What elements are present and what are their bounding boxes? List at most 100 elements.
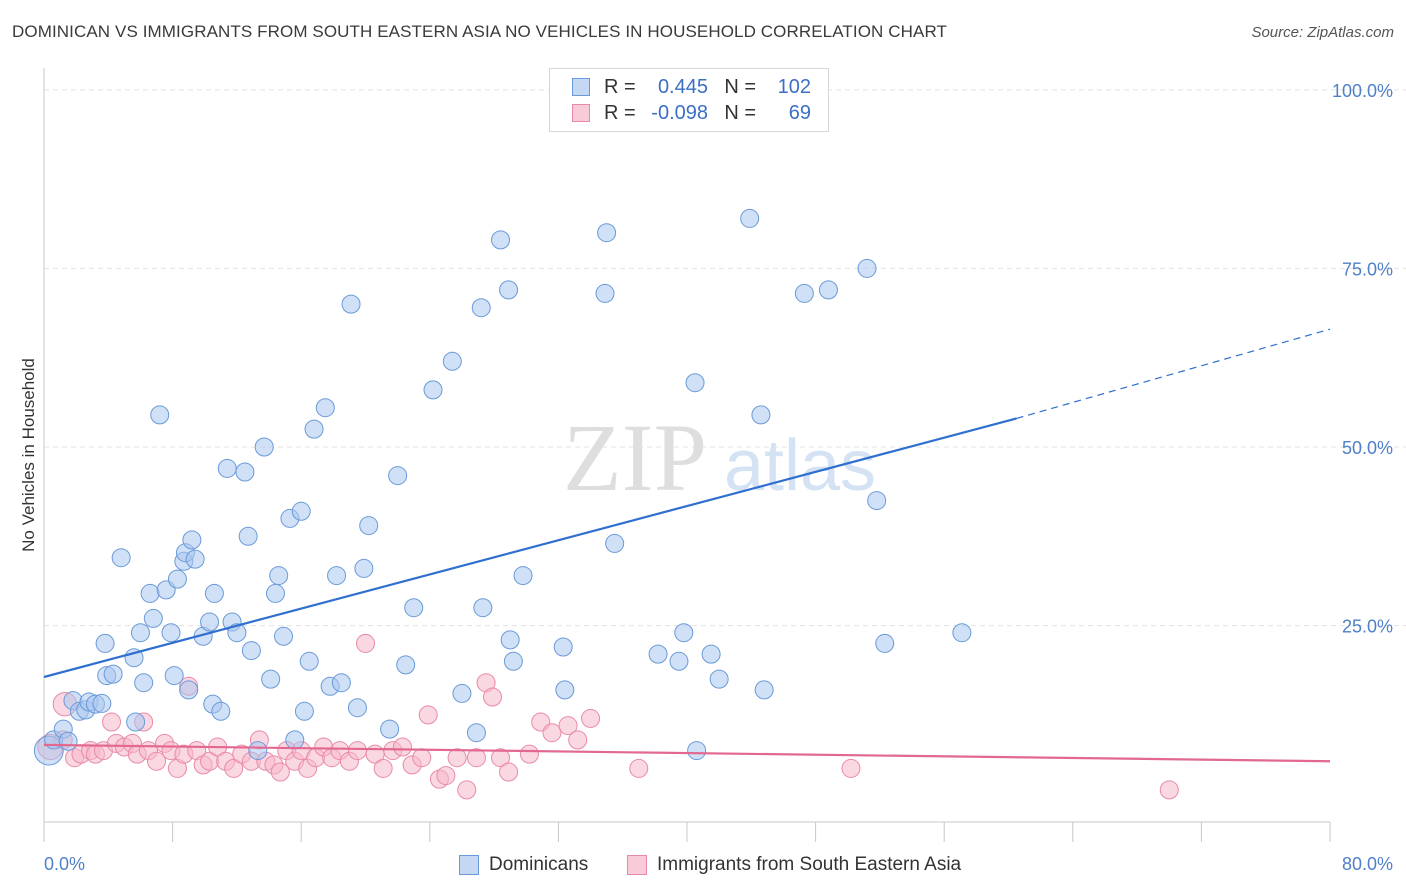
point-dominicans bbox=[687, 741, 707, 761]
watermark: ZIP atlas bbox=[563, 404, 876, 511]
point-dominicans bbox=[701, 644, 721, 664]
point-dominicans bbox=[388, 466, 408, 486]
watermark-atlas: atlas bbox=[724, 426, 876, 506]
point-dominicans bbox=[709, 669, 729, 689]
point-dominicans bbox=[241, 641, 261, 661]
point-dominicans bbox=[685, 373, 705, 393]
point-dominicans bbox=[491, 230, 511, 250]
point-immigrants bbox=[224, 758, 244, 778]
legend-n-value: 69 bbox=[788, 101, 811, 124]
point-dominicans bbox=[553, 637, 573, 657]
point-dominicans bbox=[466, 723, 486, 743]
trend-line-dominicans bbox=[43, 417, 1017, 679]
y-tick-label: 25.0% bbox=[1342, 617, 1393, 637]
point-dominicans bbox=[327, 566, 347, 586]
point-immigrants bbox=[373, 758, 393, 778]
point-dominicans bbox=[423, 380, 443, 400]
point-dominicans bbox=[818, 280, 838, 300]
point-immigrants bbox=[466, 748, 486, 768]
point-dominicans bbox=[130, 623, 150, 643]
point-dominicans bbox=[471, 298, 491, 318]
legend-r-value: 0.445 bbox=[657, 75, 708, 98]
point-immigrants bbox=[412, 748, 432, 768]
point-dominicans bbox=[182, 530, 202, 550]
point-dominicans bbox=[111, 548, 131, 568]
point-immigrants bbox=[347, 741, 367, 761]
point-dominicans bbox=[555, 680, 575, 700]
legend-r-label: R = bbox=[604, 75, 636, 98]
point-dominicans bbox=[204, 583, 224, 603]
point-dominicans bbox=[200, 612, 220, 632]
bottom-legend-label-dominicans: Dominicans bbox=[489, 854, 589, 875]
point-dominicans bbox=[794, 283, 814, 303]
point-dominicans bbox=[227, 623, 247, 643]
trend-line-dominicans-extension bbox=[1016, 328, 1331, 420]
point-dominicans bbox=[347, 698, 367, 718]
point-dominicans bbox=[331, 673, 351, 693]
point-immigrants bbox=[447, 748, 467, 768]
point-dominicans bbox=[150, 405, 170, 425]
legend-r-value: -0.098 bbox=[651, 101, 708, 124]
bottom-legend-swatch-pink bbox=[627, 855, 647, 875]
legend-row-immigrants: R = -0.098 N = 69 bbox=[572, 101, 811, 125]
point-dominicans bbox=[92, 693, 112, 713]
point-dominicans bbox=[269, 566, 289, 586]
point-dominicans bbox=[164, 666, 184, 686]
point-immigrants bbox=[457, 780, 477, 800]
point-dominicans bbox=[134, 673, 154, 693]
bottom-legend-swatch-blue bbox=[459, 855, 479, 875]
point-dominicans bbox=[58, 731, 78, 751]
point-dominicans bbox=[597, 223, 617, 243]
point-dominicans bbox=[315, 398, 335, 418]
point-dominicans bbox=[669, 651, 689, 671]
point-dominicans bbox=[294, 701, 314, 721]
bottom-legend-dominicans: Dominicans bbox=[459, 852, 588, 878]
point-immigrants bbox=[270, 762, 290, 782]
legend-row-dominicans: R = 0.445 N = 102 bbox=[572, 75, 811, 99]
point-dominicans bbox=[605, 533, 625, 553]
point-immigrants bbox=[147, 751, 167, 771]
point-dominicans bbox=[404, 598, 424, 618]
point-immigrants bbox=[482, 687, 502, 707]
point-dominicans bbox=[875, 633, 895, 653]
point-dominicans bbox=[952, 623, 972, 643]
point-dominicans bbox=[595, 283, 615, 303]
point-dominicans bbox=[143, 608, 163, 628]
point-immigrants bbox=[519, 744, 539, 764]
legend-n-label: N = bbox=[724, 75, 756, 98]
point-dominicans bbox=[648, 644, 668, 664]
x-tick-label: 0.0% bbox=[44, 854, 85, 874]
point-immigrants bbox=[542, 723, 562, 743]
trend-line-immigrants bbox=[43, 743, 1331, 763]
y-tick-label: 100.0% bbox=[1332, 81, 1393, 101]
bottom-legend-immigrants: Immigrants from South Eastern Asia bbox=[627, 852, 961, 878]
point-immigrants bbox=[568, 730, 588, 750]
point-dominicans bbox=[285, 730, 305, 750]
point-dominicans bbox=[503, 651, 523, 671]
point-dominicans bbox=[95, 633, 115, 653]
point-dominicans bbox=[857, 258, 877, 278]
source-label: Source: ZipAtlas.com bbox=[1251, 24, 1394, 41]
point-dominicans bbox=[674, 623, 694, 643]
point-dominicans bbox=[238, 526, 258, 546]
point-dominicans bbox=[235, 462, 255, 482]
point-dominicans bbox=[103, 664, 123, 684]
point-immigrants bbox=[581, 708, 601, 728]
point-dominicans bbox=[167, 569, 187, 589]
legend-n-label: N = bbox=[724, 101, 756, 124]
point-dominicans bbox=[274, 626, 294, 646]
chart-title: DOMINICAN VS IMMIGRANTS FROM SOUTH EASTE… bbox=[12, 22, 947, 41]
point-immigrants bbox=[841, 758, 861, 778]
point-immigrants bbox=[491, 748, 511, 768]
point-immigrants bbox=[356, 633, 375, 653]
point-dominicans bbox=[161, 623, 181, 643]
point-dominicans bbox=[354, 558, 374, 578]
point-dominicans bbox=[380, 719, 400, 739]
point-dominicans bbox=[867, 491, 887, 511]
point-dominicans bbox=[126, 712, 146, 732]
point-dominicans bbox=[299, 651, 319, 671]
point-dominicans bbox=[261, 669, 281, 689]
tick-labels: 25.0% 50.0% 75.0% 100.0% 0.0% 80.0% bbox=[44, 81, 1393, 874]
point-immigrants bbox=[499, 762, 519, 782]
